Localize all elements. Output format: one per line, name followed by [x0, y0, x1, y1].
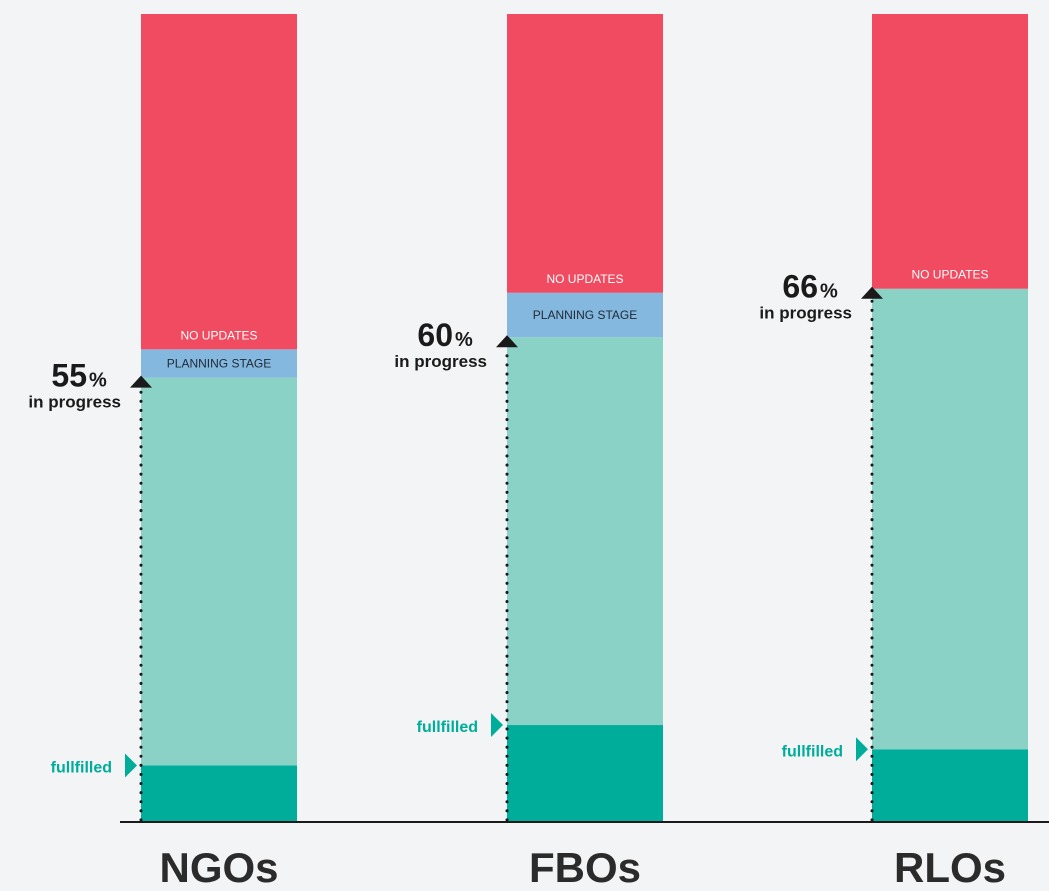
percent-sign: % [820, 281, 838, 303]
in-progress-caption: in progress [394, 352, 487, 371]
in-progress-caption: in progress [28, 393, 121, 412]
bar-segment-in_progress [507, 337, 663, 726]
fulfilled-label: fullfilled [51, 759, 112, 776]
bar-segment-no_updates [507, 14, 663, 293]
bar-segment-in_progress [141, 377, 297, 766]
in-progress-percent: 55 [51, 358, 87, 394]
no-updates-label: NO UPDATES [911, 268, 988, 282]
fulfilled-arrow-icon [125, 753, 137, 778]
bar-segment-in_progress [872, 288, 1028, 750]
bar-segment-fulfilled [141, 765, 297, 822]
in-progress-marker-icon [496, 335, 518, 348]
bar-segment-planning [507, 292, 663, 338]
percent-sign: % [455, 329, 473, 351]
bar-segment-fulfilled [872, 749, 1028, 822]
no-updates-label: NO UPDATES [180, 328, 257, 342]
category-label: FBOs [529, 844, 641, 891]
percent-sign: % [89, 370, 107, 392]
bar-segment-planning [141, 349, 297, 378]
category-label: NGOs [159, 844, 278, 891]
no-updates-label: NO UPDATES [546, 272, 623, 286]
in-progress-marker-icon [861, 286, 883, 299]
in-progress-caption: in progress [759, 304, 852, 323]
bar-segment-no_updates [141, 14, 297, 350]
in-progress-percent: 66 [782, 269, 818, 305]
planning-stage-label: PLANNING STAGE [167, 356, 271, 370]
fulfilled-label: fullfilled [417, 719, 478, 736]
in-progress-percent: 60 [417, 317, 453, 353]
category-label: RLOs [894, 844, 1006, 891]
fulfilled-label: fullfilled [782, 743, 843, 760]
planning-stage-label: PLANNING STAGE [533, 308, 637, 322]
fulfilled-arrow-icon [491, 713, 503, 738]
bar-segment-fulfilled [507, 725, 663, 822]
in-progress-marker-icon [130, 375, 152, 388]
fulfilled-arrow-icon [856, 737, 868, 762]
bar-segment-no_updates [872, 14, 1028, 289]
